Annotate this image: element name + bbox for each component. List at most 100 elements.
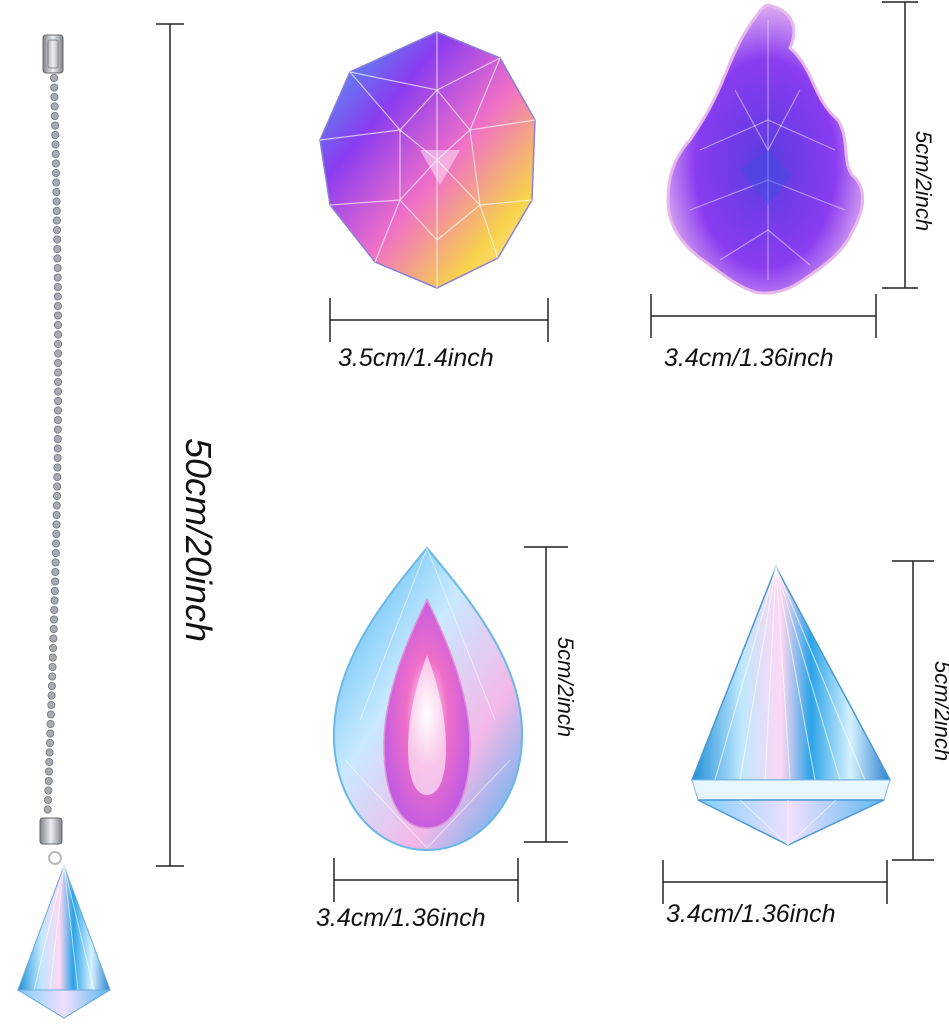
chain-bead — [45, 767, 54, 776]
chain-bead — [46, 739, 55, 748]
cone-height-measure — [892, 560, 934, 861]
chain-bead — [52, 187, 61, 196]
chain-bead — [52, 168, 61, 177]
chain-bead — [48, 663, 57, 672]
chain-bead — [52, 510, 61, 519]
chain-bead — [54, 330, 63, 339]
chain-bead — [51, 577, 60, 586]
maple-width-measure — [650, 294, 877, 338]
teardrop-height-label: 5cm/2inch — [553, 636, 578, 738]
faceted-ball-crystal-icon — [319, 31, 536, 289]
cone-width-label: 3.4cm/1.36inch — [666, 900, 836, 928]
chain-bead — [53, 301, 62, 310]
chain-bead — [53, 273, 62, 282]
sphere-width-measure — [329, 298, 549, 342]
sphere-width-label: 3.5cm/1.4inch — [338, 344, 494, 372]
chain-bead — [52, 197, 61, 206]
ball-chain-icon — [16, 34, 112, 1019]
teardrop-height-measure — [524, 546, 568, 843]
chain-bead — [54, 387, 63, 396]
chain-bead — [51, 130, 60, 139]
chain-bead — [50, 112, 59, 121]
chain-bead — [48, 653, 57, 662]
chain-bead — [53, 482, 62, 491]
cone-width-measure — [662, 860, 888, 904]
chain-bead — [54, 349, 63, 358]
chain-bead — [53, 425, 62, 434]
chain-bead — [52, 178, 61, 187]
chain-bead — [51, 558, 60, 567]
chain-bead — [49, 634, 58, 643]
chain-bead — [54, 377, 63, 386]
teardrop-width-measure — [333, 858, 519, 902]
chain-bead — [52, 539, 61, 548]
chain-bead — [54, 396, 63, 405]
chain-bead — [53, 415, 62, 424]
chain-bead — [50, 606, 59, 615]
chain-bead — [54, 320, 63, 329]
chain-bead — [47, 682, 56, 691]
chain-bead — [50, 587, 59, 596]
cone-crystal-icon — [690, 565, 892, 846]
chain-bead — [54, 406, 63, 415]
chain-bead — [53, 434, 62, 443]
maple-leaf-crystal-icon — [666, 3, 865, 295]
chain-bead — [44, 777, 53, 786]
chain-bead — [51, 140, 60, 149]
chain-bead — [53, 263, 62, 272]
chain-bead — [54, 368, 63, 377]
chain-bead — [50, 93, 59, 102]
chain-bead — [46, 710, 55, 719]
chain-bead — [47, 691, 56, 700]
maple-height-measure — [882, 1, 918, 289]
chain-bead — [51, 159, 60, 168]
chain-bead — [53, 254, 62, 263]
chain-bead — [53, 453, 62, 462]
chain-bead — [52, 520, 61, 529]
chain-bead — [53, 491, 62, 500]
chain-bead — [44, 786, 53, 795]
chain-bead — [54, 311, 63, 320]
chain-bead — [53, 292, 62, 301]
chain-bead — [53, 472, 62, 481]
teardrop-width-label: 3.4cm/1.36inch — [316, 904, 486, 932]
chain-bead — [52, 206, 61, 215]
chain-bead — [51, 568, 60, 577]
chain-bead — [50, 596, 59, 605]
chain-bead — [46, 720, 55, 729]
chain-bead — [43, 805, 52, 814]
chain-bead — [53, 225, 62, 234]
chain-bead — [52, 216, 61, 225]
chain-bead — [49, 644, 58, 653]
chain-bead — [54, 339, 63, 348]
chain-bead — [51, 149, 60, 158]
chain-bead — [45, 758, 54, 767]
chain-bead — [53, 244, 62, 253]
chain-bead — [53, 444, 62, 453]
cone-height-label: 5cm/2inch — [930, 660, 949, 762]
chain-bead — [53, 235, 62, 244]
chain-bead — [52, 501, 61, 510]
chain-bead — [49, 625, 58, 634]
chain-bead — [53, 282, 62, 291]
chain-bead — [47, 701, 56, 710]
chain-bead — [54, 358, 63, 367]
chain-bead — [51, 121, 60, 130]
teardrop-crystal-icon — [332, 546, 524, 852]
maple-width-label: 3.4cm/1.36inch — [664, 344, 834, 372]
chain-length-measure — [156, 23, 184, 867]
chain-bead — [52, 530, 61, 539]
chain-bead — [51, 549, 60, 558]
chain-bead — [45, 748, 54, 757]
chain-bead — [50, 102, 59, 111]
chain-bead — [50, 615, 59, 624]
chain-bead — [53, 463, 62, 472]
chain-bead — [48, 672, 57, 681]
chain-bead — [44, 796, 53, 805]
chain-bead — [46, 729, 55, 738]
chain-bead — [50, 74, 59, 83]
maple-height-label: 5cm/2inch — [911, 130, 936, 232]
chain-length-label: 50cm/20inch — [178, 437, 219, 643]
